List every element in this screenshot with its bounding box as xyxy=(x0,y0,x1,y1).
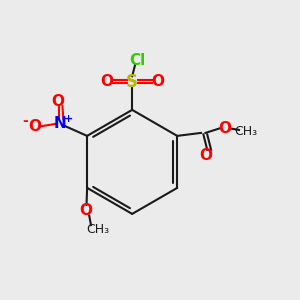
Text: N: N xyxy=(54,116,67,131)
Text: Cl: Cl xyxy=(129,53,146,68)
Text: O: O xyxy=(151,74,164,89)
Text: +: + xyxy=(64,114,73,124)
Text: CH₃: CH₃ xyxy=(86,223,109,236)
Text: O: O xyxy=(28,119,42,134)
Text: O: O xyxy=(199,148,212,163)
Text: O: O xyxy=(51,94,64,109)
Text: CH₃: CH₃ xyxy=(234,125,257,138)
Text: O: O xyxy=(100,74,113,89)
Text: O: O xyxy=(79,203,92,218)
Text: O: O xyxy=(218,121,231,136)
Text: -: - xyxy=(23,114,28,128)
Text: S: S xyxy=(126,73,138,91)
